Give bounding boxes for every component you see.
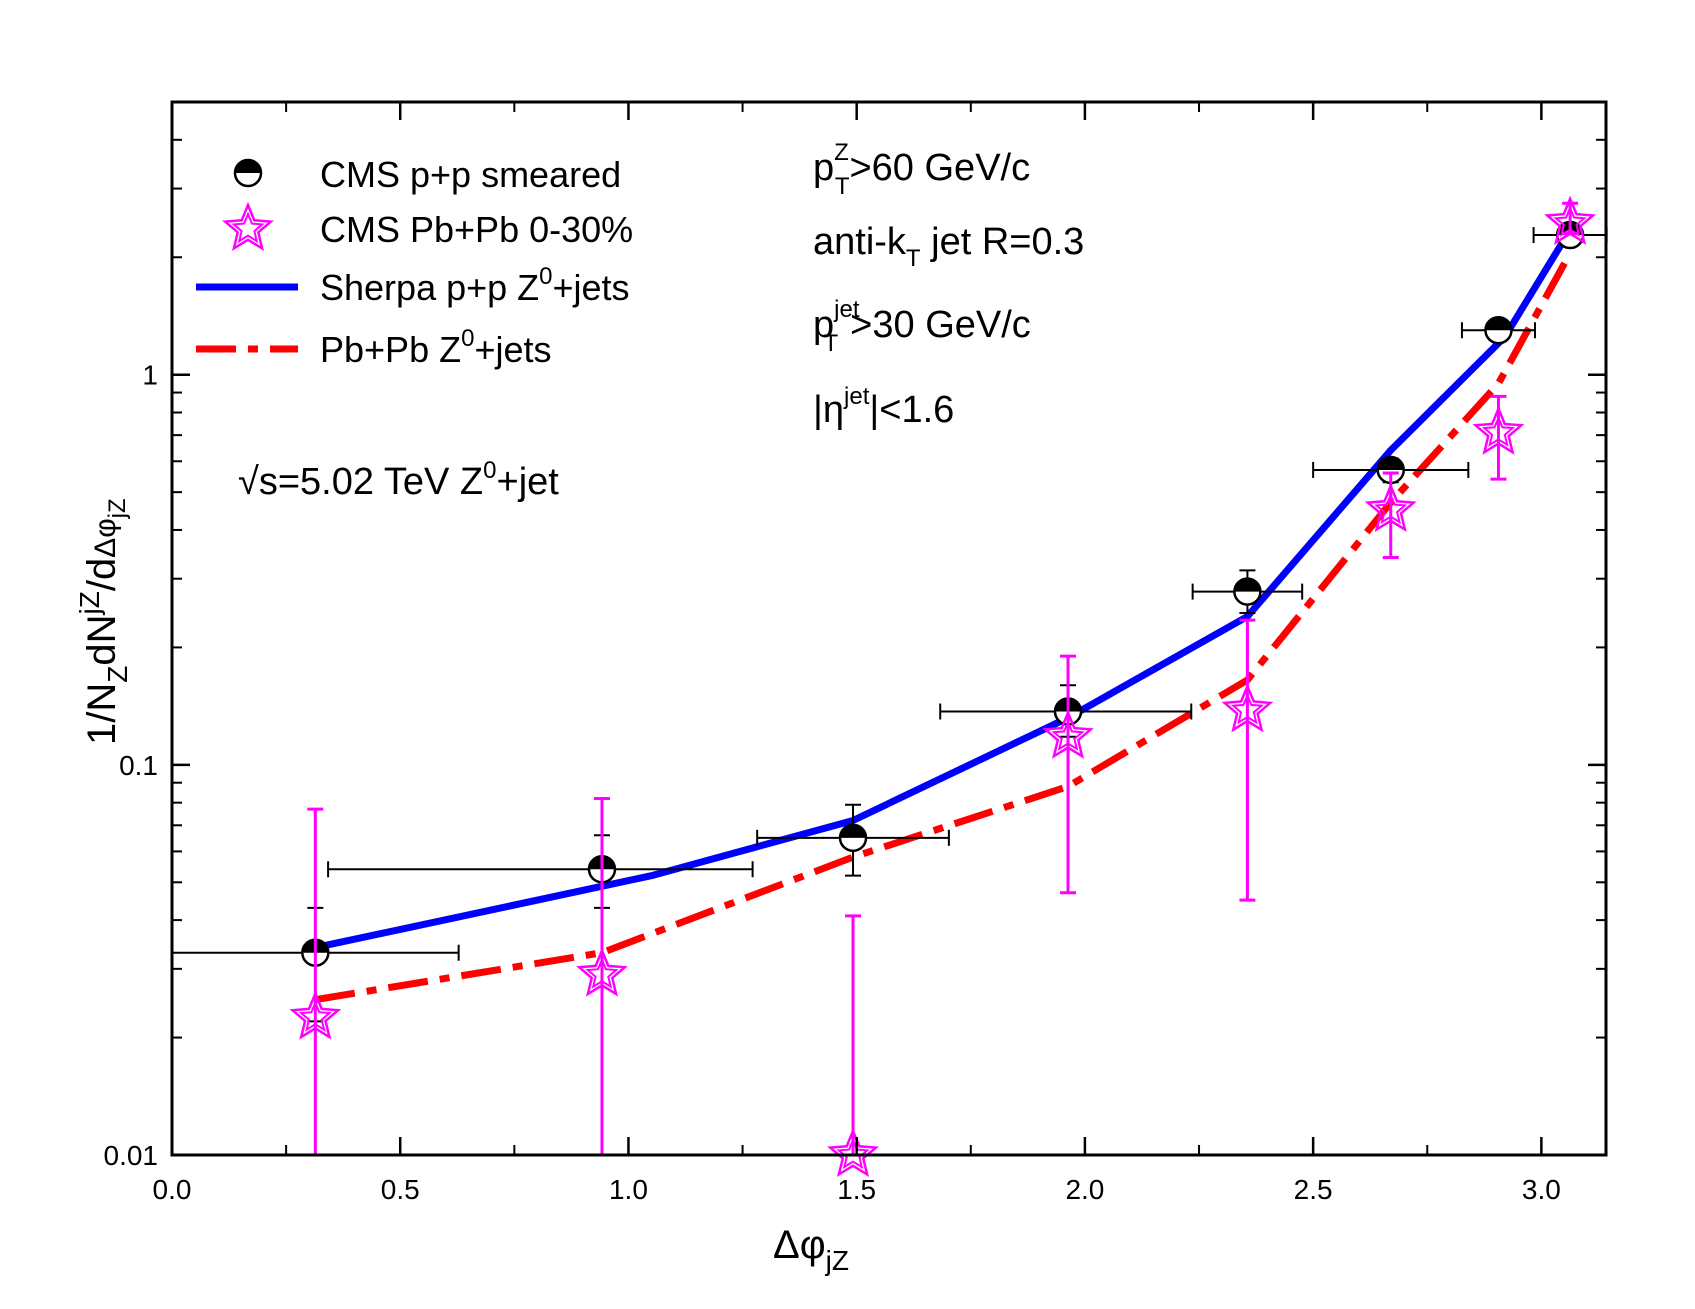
marker-star-outer xyxy=(576,947,628,997)
data-point-pbpb xyxy=(1042,654,1094,895)
legend-marker-pp xyxy=(233,158,263,188)
series-line-sherpa xyxy=(314,228,1574,952)
legend: CMS p+p smeared CMS Pb+Pb 0-30% Sherpa p… xyxy=(196,154,633,370)
data-point-pbpb xyxy=(1221,618,1274,902)
legend-label-pp: CMS p+p smeared xyxy=(320,154,621,195)
marker-star-inner xyxy=(1481,415,1516,447)
data-point-pbpb xyxy=(289,807,342,1155)
marker-star-outer xyxy=(1364,482,1417,533)
marker-star-inner xyxy=(1051,719,1085,751)
marker-fill-top xyxy=(1234,578,1261,592)
data-point-pbpb xyxy=(1364,471,1417,559)
marker-star-inner xyxy=(1230,692,1265,725)
x-tick-label: 1.5 xyxy=(837,1174,876,1205)
x-axis-title: ΔφjZ xyxy=(773,1223,849,1276)
marker-star-inner xyxy=(836,1137,870,1170)
plot-frame xyxy=(170,100,1608,1157)
marker-star-inner xyxy=(1553,205,1587,238)
marker-star-inner xyxy=(585,957,619,989)
marker-star-outer xyxy=(1221,683,1274,733)
x-tick-label: 1.0 xyxy=(609,1174,648,1205)
x-tick-label: 2.5 xyxy=(1294,1174,1333,1205)
legend-marker-pbpb xyxy=(222,201,274,252)
legend-label-sherpa: Sherpa p+p Z0+jets xyxy=(320,263,630,308)
data-point-pp xyxy=(756,803,950,877)
marker-fill-top xyxy=(1377,456,1404,470)
marker-star-inner xyxy=(231,211,265,244)
y-axis-title: 1/NZdNjZ/dΔφjZ xyxy=(74,498,133,745)
y-tick-label: 0.01 xyxy=(104,1140,159,1171)
marker-star-outer xyxy=(289,990,342,1040)
marker-star-outer xyxy=(827,1127,880,1178)
marker-star-outer xyxy=(1472,405,1525,455)
annotation-ptjet: pjet T >30 GeV/c xyxy=(813,296,1031,357)
annotation-energy: √s=5.02 TeV Z0+jet xyxy=(238,457,559,503)
data-point-pbpb xyxy=(827,914,880,1178)
marker-star-outer xyxy=(1544,195,1596,245)
marker-fill-top xyxy=(235,160,261,173)
marker-fill-top xyxy=(840,824,867,838)
data-point-pbpb xyxy=(1472,394,1525,481)
data-point-pbpb xyxy=(1544,195,1596,245)
y-tick-label: 1 xyxy=(142,360,158,391)
marker-star-outer xyxy=(222,201,274,252)
annotation-eta: |ηjet|<1.6 xyxy=(813,383,954,431)
x-tick-label: 0.5 xyxy=(381,1174,420,1205)
marker-fill-top xyxy=(1485,317,1512,331)
data-point-pbpb xyxy=(576,796,628,1155)
series-line-pbpb-theory xyxy=(314,251,1574,1004)
marker-star-inner xyxy=(1374,492,1408,525)
data-point-pp xyxy=(1460,315,1536,345)
x-tick-label: 0.0 xyxy=(153,1174,192,1205)
y-tick-label: 0.1 xyxy=(119,750,158,781)
legend-label-pbpb: CMS Pb+Pb 0-30% xyxy=(320,209,633,250)
annotation-ptz: pZ T>60 GeV/c xyxy=(813,139,1030,200)
x-tick-label: 3.0 xyxy=(1522,1174,1561,1205)
annotation-algo: anti-kT jet R=0.3 xyxy=(813,221,1084,272)
marker-star-outer xyxy=(1042,709,1094,759)
data-point-pp xyxy=(1191,569,1304,615)
legend-label-pbpb-theory: Pb+Pb Z0+jets xyxy=(320,325,552,370)
marker-star-inner xyxy=(298,1000,332,1032)
x-tick-label: 2.0 xyxy=(1065,1174,1104,1205)
